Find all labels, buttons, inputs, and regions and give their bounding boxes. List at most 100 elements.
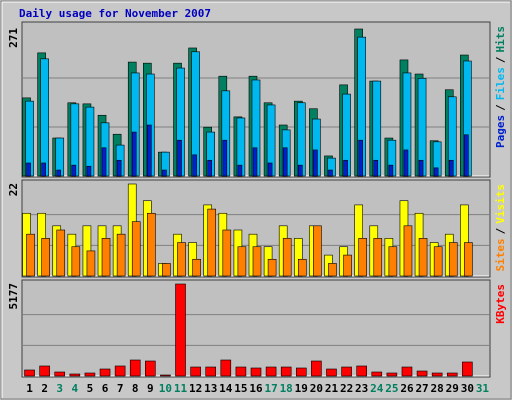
legend-separator: / — [494, 104, 507, 111]
legend-separator: / — [494, 227, 507, 234]
y-tick-label: 271 — [7, 28, 20, 48]
bar — [116, 159, 122, 177]
bar — [343, 159, 348, 177]
bar — [86, 250, 96, 277]
bar — [99, 368, 111, 377]
legend-entry: Sites — [494, 238, 507, 271]
bar — [403, 149, 409, 177]
x-tick-label: 11 — [174, 382, 188, 395]
bar — [41, 238, 50, 277]
bar — [371, 371, 383, 377]
bar — [464, 134, 469, 177]
legend-entry: Files — [494, 67, 507, 100]
bar — [343, 254, 352, 277]
bar — [313, 149, 318, 177]
x-tick-label: 12 — [189, 382, 202, 395]
bar — [192, 258, 201, 277]
plot-area — [21, 279, 491, 378]
bar — [418, 159, 424, 177]
bar — [39, 365, 50, 377]
bar — [282, 238, 292, 277]
bar — [101, 147, 107, 177]
legend-entry: Hits — [494, 26, 507, 53]
bar — [358, 238, 367, 277]
bar — [433, 167, 439, 177]
legend-entry: Pages — [494, 115, 507, 148]
bar — [207, 159, 213, 177]
bar — [267, 258, 277, 277]
bar — [313, 225, 322, 277]
x-tick-label: 13 — [204, 382, 217, 395]
x-tick-label: 28 — [431, 382, 444, 395]
bar — [56, 229, 66, 277]
x-tick-label: 4 — [72, 382, 79, 395]
bar — [462, 361, 473, 377]
bar — [177, 242, 186, 277]
bar — [101, 238, 111, 277]
legend-entry: Visits — [494, 184, 507, 224]
legend-separator: / — [494, 56, 507, 63]
x-tick-label: 27 — [415, 382, 428, 395]
bar — [71, 164, 77, 177]
bar — [341, 366, 352, 377]
bar — [162, 263, 171, 277]
x-tick-label: 25 — [385, 382, 398, 395]
bar — [373, 238, 383, 277]
bar — [326, 368, 337, 377]
bar — [311, 360, 322, 377]
legend-entry: KBytes — [494, 284, 507, 324]
bar — [26, 162, 31, 177]
bar — [131, 221, 141, 277]
bar — [265, 366, 277, 377]
bar — [328, 263, 337, 277]
bar — [129, 359, 141, 377]
bar — [358, 139, 363, 177]
bar — [85, 106, 95, 177]
x-tick-label: 29 — [446, 382, 459, 395]
bar — [403, 225, 413, 277]
bar — [207, 208, 217, 277]
x-tick-label: 2 — [41, 382, 48, 395]
x-tick-label: 30 — [461, 382, 474, 395]
legend: KBytes — [494, 284, 507, 324]
bar — [41, 162, 46, 177]
x-tick-label: 18 — [280, 382, 293, 395]
bar — [222, 139, 228, 177]
x-tick-label: 19 — [295, 382, 308, 395]
bar — [84, 372, 96, 377]
bar — [267, 162, 273, 177]
bar — [237, 246, 247, 277]
bar — [433, 246, 443, 277]
bar — [280, 366, 292, 377]
bar — [114, 365, 126, 377]
x-tick-label: 20 — [310, 382, 323, 395]
bar — [175, 283, 186, 377]
bar — [448, 242, 458, 277]
x-tick-label: 22 — [340, 382, 353, 395]
bar — [448, 159, 454, 177]
bar — [373, 159, 379, 177]
x-tick-label: 6 — [102, 382, 109, 395]
bar — [297, 258, 307, 277]
bar — [388, 246, 398, 277]
bar — [147, 124, 152, 177]
bar — [250, 367, 262, 377]
bar — [464, 242, 473, 277]
x-tick-label: 10 — [159, 382, 172, 395]
bar — [220, 359, 232, 377]
bar — [235, 366, 247, 377]
bar — [295, 367, 307, 377]
bar — [190, 366, 201, 377]
x-tick-label: 3 — [56, 382, 63, 395]
x-tick-label: 16 — [249, 382, 263, 395]
x-tick-label: 26 — [400, 382, 414, 395]
bar — [222, 229, 232, 277]
x-tick-label: 23 — [355, 382, 368, 395]
bar — [297, 164, 303, 177]
bar — [69, 373, 81, 377]
x-tick-label: 14 — [219, 382, 233, 395]
bar — [54, 371, 66, 377]
bar — [162, 169, 167, 177]
bar — [418, 238, 428, 277]
